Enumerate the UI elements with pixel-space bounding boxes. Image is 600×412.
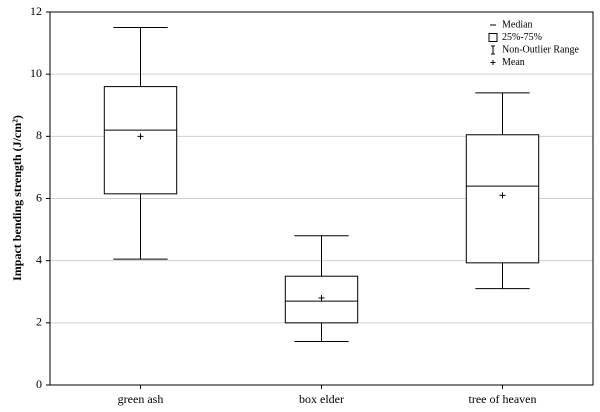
y-tick-label: 10 xyxy=(30,66,42,80)
legend-label: Mean xyxy=(502,57,525,68)
y-tick-label: 2 xyxy=(36,315,42,329)
box xyxy=(103,86,178,195)
mean-marker xyxy=(318,294,325,301)
x-tick-label: box elder xyxy=(299,392,344,406)
legend: Median 25%-75%Non-Outlier Range Mean xyxy=(488,19,579,68)
mean-marker xyxy=(137,133,144,140)
legend-icon xyxy=(490,60,496,65)
y-axis-label: Impact bending strength (J/cm²) xyxy=(10,115,24,281)
legend-label: 25%-75% xyxy=(502,32,542,43)
legend-label: Non-Outlier Range xyxy=(502,44,579,55)
y-tick-label: 8 xyxy=(36,128,42,142)
mean-marker xyxy=(499,192,506,199)
y-tick-label: 12 xyxy=(30,4,42,18)
box xyxy=(465,134,540,264)
legend-icon xyxy=(491,45,495,55)
legend-label: Median xyxy=(502,19,533,30)
y-tick-label: 0 xyxy=(36,377,42,391)
y-tick-label: 4 xyxy=(36,252,42,266)
legend-icon xyxy=(488,33,498,42)
y-tick-label: 6 xyxy=(36,190,42,204)
x-tick-label: green ash xyxy=(118,392,164,406)
x-tick-label: tree of heaven xyxy=(469,392,537,406)
